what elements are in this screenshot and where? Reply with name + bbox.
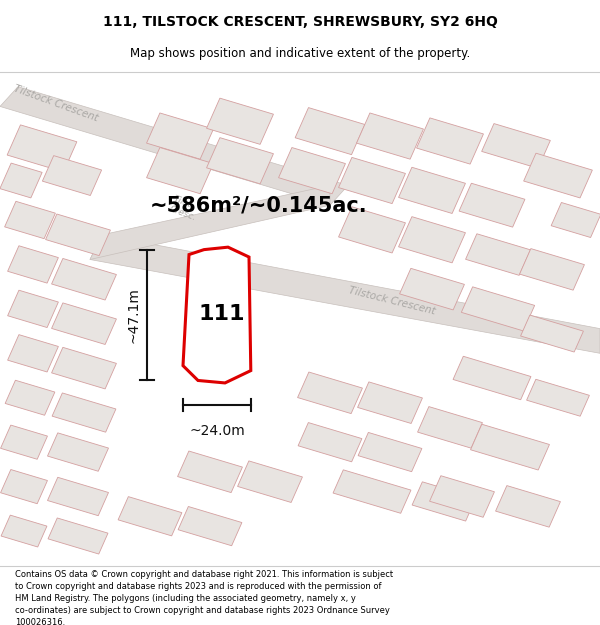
- Polygon shape: [333, 470, 411, 513]
- Polygon shape: [146, 113, 214, 159]
- Polygon shape: [482, 124, 550, 168]
- Polygon shape: [52, 348, 116, 389]
- Polygon shape: [90, 235, 600, 353]
- Polygon shape: [520, 249, 584, 290]
- Polygon shape: [52, 303, 116, 344]
- Text: Tilstock Crescent: Tilstock Crescent: [12, 84, 99, 124]
- Polygon shape: [278, 148, 346, 194]
- Polygon shape: [90, 186, 330, 259]
- Polygon shape: [400, 268, 464, 310]
- Polygon shape: [461, 287, 535, 331]
- Polygon shape: [8, 334, 58, 372]
- Polygon shape: [5, 380, 55, 415]
- Polygon shape: [398, 168, 466, 214]
- Polygon shape: [298, 422, 362, 462]
- Polygon shape: [470, 424, 550, 470]
- Polygon shape: [8, 290, 58, 328]
- Polygon shape: [46, 214, 110, 256]
- Text: Tilst.
Cresc.: Tilst. Cresc.: [168, 194, 201, 222]
- Polygon shape: [1, 469, 47, 504]
- Polygon shape: [298, 372, 362, 414]
- Polygon shape: [52, 393, 116, 432]
- Polygon shape: [52, 259, 116, 300]
- Text: ~47.1m: ~47.1m: [127, 287, 141, 343]
- Text: 111, TILSTOCK CRESCENT, SHREWSBURY, SY2 6HQ: 111, TILSTOCK CRESCENT, SHREWSBURY, SY2 …: [103, 14, 497, 29]
- Polygon shape: [47, 478, 109, 516]
- Polygon shape: [524, 153, 592, 198]
- Polygon shape: [48, 518, 108, 554]
- Text: Contains OS data © Crown copyright and database right 2021. This information is : Contains OS data © Crown copyright and d…: [15, 571, 393, 625]
- Text: 111: 111: [199, 304, 245, 324]
- Polygon shape: [338, 207, 406, 253]
- Polygon shape: [466, 234, 530, 276]
- Polygon shape: [7, 125, 77, 172]
- Polygon shape: [0, 163, 42, 198]
- Text: ~586m²/~0.145ac.: ~586m²/~0.145ac.: [150, 195, 368, 215]
- Polygon shape: [398, 217, 466, 263]
- Polygon shape: [521, 315, 583, 352]
- Polygon shape: [338, 158, 406, 204]
- Polygon shape: [358, 382, 422, 424]
- Polygon shape: [178, 451, 242, 493]
- Polygon shape: [358, 432, 422, 472]
- Polygon shape: [178, 506, 242, 546]
- Polygon shape: [118, 497, 182, 536]
- Polygon shape: [206, 98, 274, 144]
- Polygon shape: [1, 425, 47, 459]
- Polygon shape: [183, 247, 251, 383]
- Polygon shape: [8, 246, 58, 283]
- Polygon shape: [1, 515, 47, 547]
- Polygon shape: [5, 201, 55, 239]
- Text: Tilstock Crescent: Tilstock Crescent: [348, 285, 437, 316]
- Polygon shape: [412, 482, 476, 521]
- Polygon shape: [416, 118, 484, 164]
- Polygon shape: [459, 183, 525, 227]
- Polygon shape: [527, 379, 589, 416]
- Polygon shape: [430, 476, 494, 518]
- Polygon shape: [0, 87, 348, 205]
- Polygon shape: [146, 148, 214, 194]
- Polygon shape: [551, 202, 600, 238]
- Polygon shape: [356, 113, 424, 159]
- Polygon shape: [47, 433, 109, 471]
- Polygon shape: [418, 407, 482, 448]
- Polygon shape: [206, 138, 274, 184]
- Text: Map shows position and indicative extent of the property.: Map shows position and indicative extent…: [130, 48, 470, 61]
- Polygon shape: [295, 107, 365, 154]
- Text: ~24.0m: ~24.0m: [189, 424, 245, 438]
- Polygon shape: [43, 156, 101, 196]
- Polygon shape: [238, 461, 302, 503]
- Polygon shape: [496, 486, 560, 527]
- Polygon shape: [453, 356, 531, 400]
